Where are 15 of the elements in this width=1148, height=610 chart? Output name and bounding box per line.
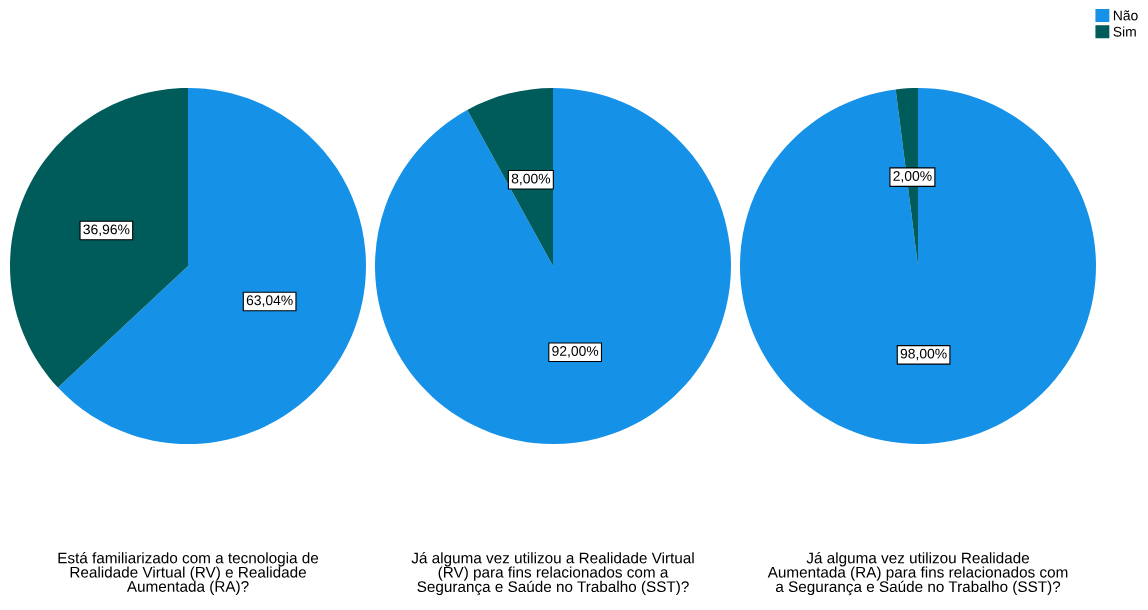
data-label: 92,00% (552, 346, 599, 358)
legend-label: Não (1113, 10, 1138, 21)
pie-slice (10, 88, 188, 388)
text: Está familiarizado com a tecnologia de Realidade Virtual (RV) e Realidade Aumentada (RA)? (58, 552, 319, 595)
data-label: 8,00% (511, 173, 551, 186)
pie-slice (57, 88, 366, 444)
pie-slice (375, 88, 731, 444)
text: Já alguma vez utilizou a Realidade Virtual (RV) para fins relacionados com a Segurança e Saúde no Trabalho (SST)? (411, 552, 694, 596)
data-label: 63,04% (246, 295, 293, 307)
data-label: 2,00% (893, 171, 932, 183)
data-label: 36,96% (83, 224, 130, 236)
data-label: 98,00% (900, 348, 947, 361)
text: Já alguma vez utilizou Realidade Aumentada (RA) para fins relacionados com a Segurança e Saúde no Trabalho (SST)? (767, 552, 1068, 596)
pie-slice (740, 88, 1096, 444)
legend-label: Sim (1113, 26, 1136, 37)
